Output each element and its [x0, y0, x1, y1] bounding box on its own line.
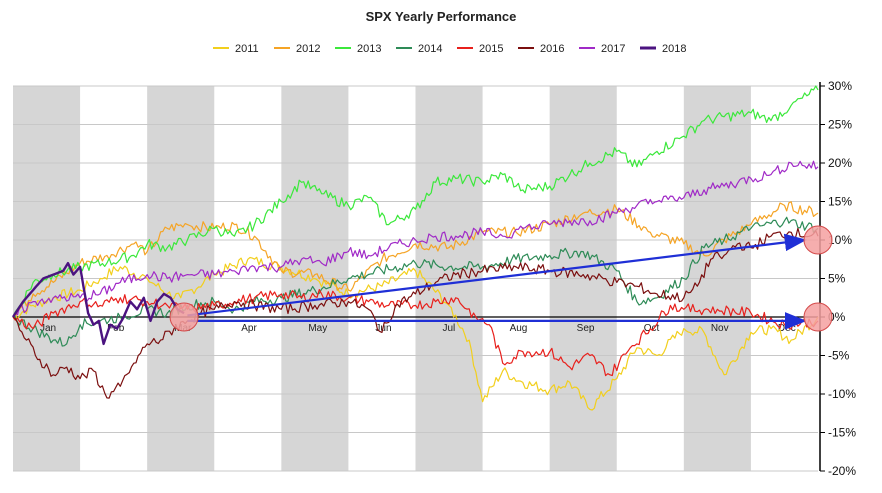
chart-title: SPX Yearly Performance: [366, 9, 517, 24]
trend-arrow-up: [187, 233, 807, 317]
x-tick-label-aug: Aug: [510, 323, 528, 334]
x-tick-label-oct: Oct: [644, 323, 660, 334]
legend-label-2011: 2011: [235, 43, 259, 55]
y-tick-label: 30%: [828, 79, 852, 93]
series-lines: [11, 85, 819, 411]
legend-label-2013: 2013: [357, 43, 381, 55]
y-tick-label: 10%: [828, 233, 852, 247]
y-tick-label: -15%: [828, 426, 856, 440]
series-line-2011: [12, 256, 819, 411]
y-tick-label: 0%: [828, 310, 846, 324]
x-tick-label-jan: Jan: [40, 323, 56, 334]
legend-label-2012: 2012: [296, 43, 320, 55]
series-line-2013: [12, 85, 819, 318]
x-tick-label-sep: Sep: [577, 323, 595, 334]
dec-0pct-circle: [803, 302, 833, 332]
x-tick-label-jul: Jul: [443, 323, 456, 334]
series-line-2017: [12, 160, 819, 318]
dec-10pct-circle: [803, 225, 833, 255]
legend-label-2014: 2014: [418, 43, 442, 55]
y-tick-label: -20%: [828, 464, 856, 478]
y-tick-label: 25%: [828, 118, 852, 132]
x-tick-label-may: May: [308, 323, 327, 334]
series-line-2015: [12, 289, 819, 377]
y-tick-label: 5%: [828, 272, 846, 286]
y-tick-label: 15%: [828, 195, 852, 209]
legend-label-2016: 2016: [540, 43, 564, 55]
x-tick-label-apr: Apr: [241, 323, 257, 334]
annotations: [169, 225, 833, 332]
mar-circle: [169, 302, 199, 332]
legend-label-2015: 2015: [479, 43, 503, 55]
series-line-2016: [12, 227, 819, 399]
y-tick-label: -10%: [828, 387, 856, 401]
chart-legend: 2011 2012 2013 2014 2015 2016 2017 2018: [213, 43, 686, 55]
x-tick-label-nov: Nov: [711, 323, 729, 334]
y-tick-label: -5%: [828, 349, 850, 363]
series-line-2018: [11, 261, 185, 346]
series-line-2012: [12, 201, 819, 318]
y-tick-label: 20%: [828, 156, 852, 170]
legend-label-2017: 2017: [601, 43, 625, 55]
legend-label-2018: 2018: [662, 43, 686, 55]
